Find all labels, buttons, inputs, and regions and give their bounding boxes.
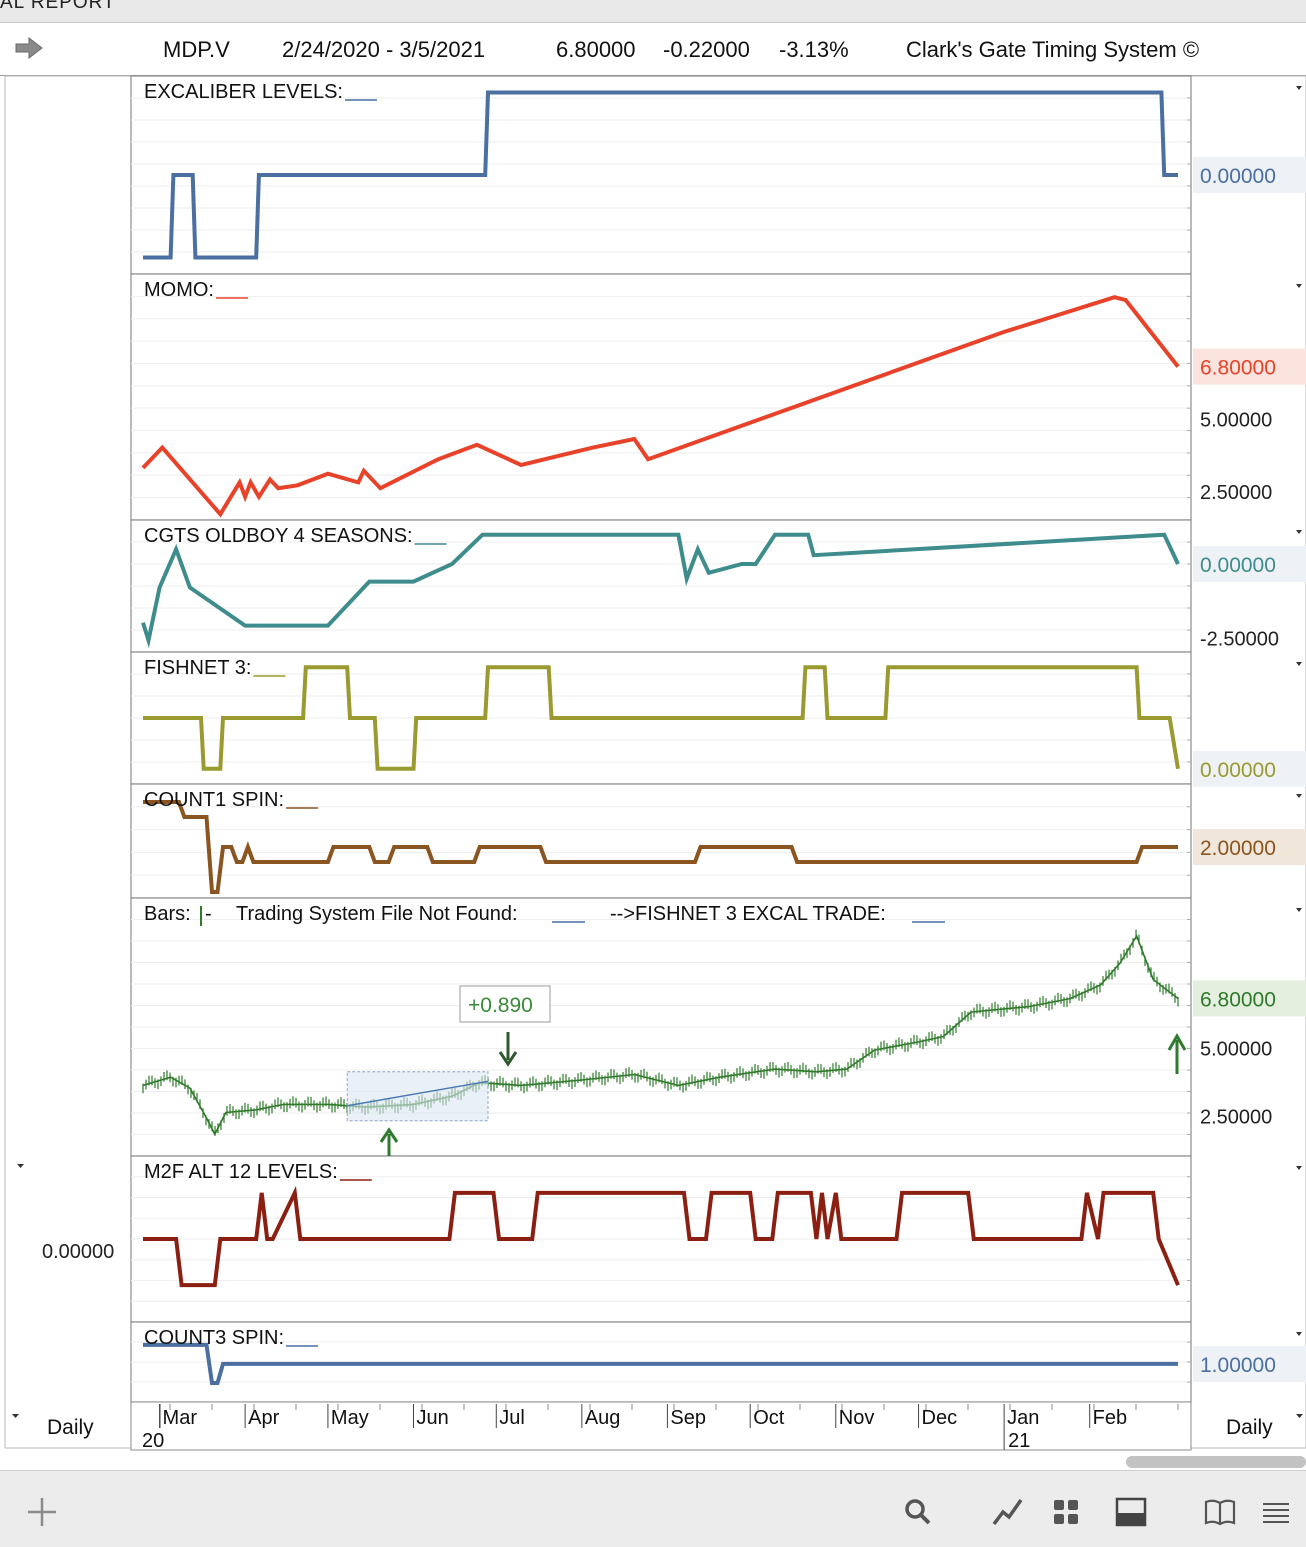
percent-change: -3.13% bbox=[779, 37, 849, 62]
series-line-count3 bbox=[143, 1342, 1178, 1385]
quote-header: MDP.V 2/24/2020 - 3/5/2021 6.80000 -0.22… bbox=[0, 23, 1306, 76]
price-change: -0.22000 bbox=[663, 37, 750, 62]
trade-box bbox=[346, 1071, 489, 1122]
last-price: 6.80000 bbox=[556, 37, 636, 62]
panel-title: COUNT3 SPIN: bbox=[144, 1327, 284, 1349]
y-tick-label: 5.00000 bbox=[1200, 410, 1272, 432]
value-tag: 0.00000 bbox=[1200, 554, 1276, 577]
x-tick-label: Feb bbox=[1093, 1407, 1127, 1429]
chevron-down-icon bbox=[1296, 530, 1302, 534]
search-icon[interactable] bbox=[898, 1492, 938, 1532]
value-tag-bg bbox=[1193, 157, 1306, 193]
value-tag: 1.00000 bbox=[1200, 1354, 1276, 1377]
chevron-down-icon bbox=[1296, 662, 1302, 666]
value-tag-bg bbox=[1193, 750, 1306, 787]
panel-layout-icon[interactable] bbox=[1111, 1492, 1151, 1532]
line-chart-icon[interactable] bbox=[988, 1492, 1028, 1532]
x-tick-label: Aug bbox=[585, 1407, 621, 1429]
window-title-strip: AL REPORT bbox=[0, 0, 1306, 23]
chevron-down-icon bbox=[1296, 1414, 1303, 1418]
date-range: 2/24/2020 - 3/5/2021 bbox=[282, 37, 486, 62]
arrow-down-icon bbox=[498, 1032, 518, 1067]
x-axis bbox=[130, 1401, 1192, 1451]
series-line-m2f bbox=[143, 1185, 1180, 1288]
x-tick-label: Oct bbox=[753, 1407, 785, 1429]
value-tag: 6.80000 bbox=[1200, 357, 1276, 380]
value-tag-bg bbox=[1193, 348, 1306, 385]
book-icon[interactable] bbox=[1200, 1492, 1240, 1532]
add-icon[interactable] bbox=[22, 1492, 62, 1532]
chevron-down-icon bbox=[1296, 908, 1302, 912]
x-tick-label: Jun bbox=[416, 1407, 448, 1429]
series-line-excaliber bbox=[143, 90, 1178, 260]
trading-system-title: Trading System File Not Found: bbox=[236, 903, 518, 925]
panel-count1 bbox=[130, 783, 1192, 899]
left-gutter bbox=[4, 75, 132, 1449]
value-tag: 2.00000 bbox=[1200, 837, 1276, 860]
trade-line bbox=[347, 1080, 489, 1107]
chevron-down-icon bbox=[17, 1164, 24, 1168]
x-tick-label: Nov bbox=[839, 1407, 875, 1429]
x-tick-label: Jul bbox=[499, 1407, 525, 1429]
x-tick-label: May bbox=[331, 1407, 369, 1429]
trade-label: +0.890 bbox=[468, 994, 533, 1017]
bars-dash: - bbox=[205, 903, 212, 925]
panel-title: COUNT1 SPIN: bbox=[144, 789, 284, 811]
menu-icon[interactable] bbox=[1256, 1492, 1296, 1532]
chevron-down-icon bbox=[12, 1414, 19, 1418]
year-label: 20 bbox=[142, 1430, 164, 1452]
panel-title: M2F ALT 12 LEVELS: bbox=[144, 1161, 338, 1183]
panel-excaliber bbox=[130, 75, 1192, 275]
bottom-toolbar bbox=[0, 1470, 1306, 1547]
period-left[interactable]: Daily bbox=[47, 1416, 94, 1439]
symbol[interactable]: MDP.V bbox=[163, 37, 230, 62]
grid-layout-icon[interactable] bbox=[1046, 1492, 1086, 1532]
value-tag: 6.80000 bbox=[1200, 988, 1276, 1011]
window-title: AL REPORT bbox=[0, 0, 116, 13]
period-right[interactable]: Daily bbox=[1226, 1416, 1273, 1439]
panel-title: MOMO: bbox=[144, 279, 214, 301]
horizontal-scrollbar[interactable] bbox=[1126, 1456, 1306, 1468]
y-tick-label: -2.50000 bbox=[1200, 628, 1279, 650]
y-tick-label: 5.00000 bbox=[1200, 1038, 1272, 1060]
value-tag-bg bbox=[1193, 980, 1306, 1017]
value-tag-bg bbox=[1193, 829, 1306, 865]
x-tick-label: Dec bbox=[922, 1407, 958, 1429]
value-tag: 0.00000 bbox=[1200, 759, 1276, 782]
panel-momo bbox=[130, 273, 1192, 521]
arrow-up-icon bbox=[1167, 1032, 1187, 1074]
arrow-up-icon bbox=[379, 1127, 399, 1156]
m2f-left-tag: 0.00000 bbox=[42, 1241, 114, 1263]
chevron-down-icon bbox=[1296, 86, 1302, 90]
chevron-down-icon bbox=[1296, 284, 1302, 288]
panel-title: FISHNET 3: bbox=[144, 657, 251, 679]
year-label: 21 bbox=[1008, 1430, 1030, 1452]
x-tick-label: Jan bbox=[1007, 1407, 1039, 1429]
panel-title: EXCALIBER LEVELS: bbox=[144, 81, 343, 103]
x-tick-label: Mar bbox=[163, 1407, 198, 1429]
x-tick-label: Sep bbox=[670, 1407, 706, 1429]
chart-area: EXCALIBER LEVELS: 0.00000 MOMO: 6.80000 5.00… bbox=[4, 75, 1306, 1452]
panel-title: CGTS OLDBOY 4 SEASONS: bbox=[144, 525, 413, 547]
value-tag-bg bbox=[1193, 546, 1306, 582]
series-line-fishnet bbox=[143, 665, 1180, 771]
fishnet-trade-title: -->FISHNET 3 EXCAL TRADE: bbox=[610, 903, 886, 925]
series-line-count1 bbox=[143, 800, 1178, 894]
chevron-down-icon bbox=[1296, 794, 1302, 798]
system-name: Clark's Gate Timing System © bbox=[906, 37, 1200, 62]
x-tick-label: Apr bbox=[248, 1407, 279, 1429]
y-tick-label: 2.50000 bbox=[1200, 482, 1272, 504]
y-tick-label: 2.50000 bbox=[1200, 1106, 1272, 1128]
bars-title: Bars: bbox=[144, 903, 191, 925]
value-tag: 0.00000 bbox=[1200, 165, 1276, 188]
trade-label-box bbox=[459, 985, 551, 1023]
series-line-oldboy bbox=[141, 532, 1180, 649]
chevron-down-icon bbox=[1296, 1332, 1302, 1336]
arrow-right-icon[interactable] bbox=[14, 35, 44, 61]
chevron-down-icon bbox=[1296, 1166, 1302, 1170]
series-line-momo bbox=[141, 295, 1180, 518]
value-tag-bg bbox=[1193, 1345, 1306, 1382]
